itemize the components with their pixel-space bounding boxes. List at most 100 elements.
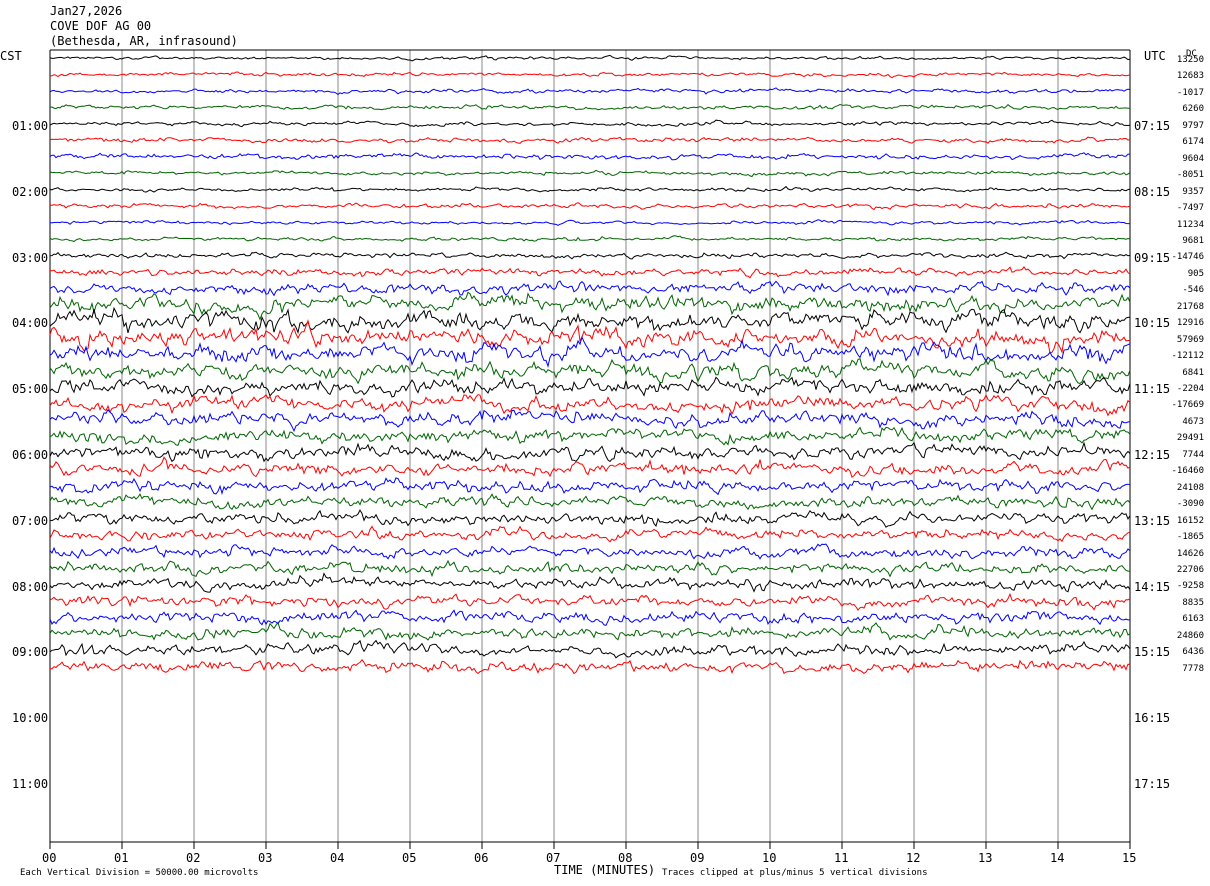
- dc-offset-label: 9797: [1182, 120, 1204, 131]
- left-hour-label: 09:00: [12, 645, 49, 660]
- dc-offset-label: 8835: [1182, 597, 1204, 608]
- dc-offset-label: 9357: [1182, 186, 1204, 197]
- dc-offset-label: -546: [1182, 285, 1204, 296]
- dc-offset-label: 6436: [1182, 647, 1204, 658]
- left-hour-label: 10:00: [12, 711, 49, 726]
- x-tick-label: 00: [42, 851, 57, 865]
- trace-line: [49, 335, 1131, 369]
- dc-offset-label: -17669: [1171, 400, 1204, 411]
- right-hour-label: 07:15: [1134, 119, 1171, 133]
- trace-line: [49, 559, 1130, 578]
- trace-line: [49, 235, 1131, 243]
- trace-line: [49, 266, 1131, 279]
- clipping-note: Traces clipped at plus/minus 5 vertical …: [662, 868, 928, 878]
- header-location: (Bethesda, AR, infrasound): [50, 34, 238, 48]
- time-axis: [49, 842, 1131, 849]
- x-tick-label: 14: [1050, 851, 1065, 865]
- dc-offset-label: 6174: [1182, 137, 1204, 148]
- right-axis-label: UTC: [1144, 49, 1166, 63]
- dc-offset-label: -16460: [1171, 466, 1204, 477]
- trace-line: [49, 54, 1131, 62]
- dc-offset-label: 905: [1187, 268, 1204, 279]
- right-hour-label: 17:15: [1134, 777, 1171, 791]
- left-hour-label: 11:00: [12, 777, 49, 791]
- dc-offset-label: 13250: [1176, 55, 1204, 65]
- dc-offset-label: 24860: [1176, 630, 1204, 641]
- x-tick-label: 04: [330, 851, 345, 865]
- dc-offset-label: 9604: [1182, 153, 1204, 164]
- trace-line: [49, 251, 1131, 260]
- x-tick-label: 15: [1122, 851, 1137, 865]
- x-tick-label: 07: [546, 851, 561, 865]
- x-tick-label: 09: [690, 851, 705, 865]
- right-hour-label: 16:15: [1134, 711, 1171, 726]
- dc-offset-label: 29491: [1176, 433, 1204, 444]
- trace-line: [49, 291, 1131, 321]
- right-hour-label: 08:15: [1134, 184, 1171, 199]
- plot-grid: [49, 49, 1131, 843]
- dc-offset-label: 7778: [1182, 663, 1204, 674]
- trace-line: [49, 103, 1131, 111]
- trace-line: [49, 525, 1131, 543]
- dc-offset-label: 21768: [1176, 301, 1204, 312]
- trace-line: [49, 119, 1131, 128]
- dc-offset-label: -3090: [1176, 499, 1204, 510]
- x-tick-label: 06: [474, 851, 489, 865]
- trace-line: [49, 456, 1131, 478]
- x-tick-label: 02: [186, 851, 201, 865]
- x-tick-label: 01: [114, 851, 129, 865]
- left-hour-label: 02:00: [12, 184, 49, 199]
- dc-offset-label: 57969: [1176, 334, 1204, 345]
- trace-line: [49, 408, 1131, 433]
- dc-offset-label: -1865: [1176, 532, 1204, 543]
- left-hour-label: 08:00: [12, 579, 49, 594]
- dc-offset-label: 14626: [1176, 548, 1204, 559]
- trace-line: [49, 572, 1131, 593]
- trace-line: [49, 658, 1131, 675]
- dc-offset-label: -7497: [1176, 203, 1204, 214]
- left-hour-label: 03:00: [12, 250, 49, 265]
- dc-label: DC: [1186, 49, 1197, 59]
- dc-offset-label: 6260: [1182, 104, 1204, 115]
- dc-offset-label: 12916: [1176, 318, 1204, 329]
- trace-line: [49, 358, 1131, 385]
- trace-line: [49, 441, 1131, 463]
- trace-line: [49, 493, 1131, 511]
- dc-offset-label: 7744: [1182, 449, 1204, 460]
- right-hour-label: 12:15: [1134, 448, 1171, 462]
- trace-line: [49, 543, 1131, 560]
- seismic-traces: [49, 54, 1131, 675]
- dc-offset-label: -12112: [1171, 351, 1204, 362]
- x-tick-label: 05: [402, 851, 417, 865]
- trace-line: [49, 219, 1131, 226]
- left-axis-label: CST: [0, 49, 22, 63]
- trace-line: [49, 71, 1131, 79]
- left-hour-label: 05:00: [12, 382, 49, 397]
- trace-line: [49, 280, 1131, 297]
- x-tick-label: 08: [618, 851, 633, 865]
- trace-line: [49, 609, 1130, 626]
- right-hour-label: 10:15: [1134, 316, 1171, 331]
- trace-line: [49, 87, 1131, 96]
- dc-offset-label: -9258: [1176, 581, 1204, 592]
- trace-line: [49, 202, 1131, 211]
- right-hour-label: 11:15: [1134, 382, 1171, 397]
- dc-offset-label: -2204: [1176, 384, 1204, 394]
- left-hour-label: 04:00: [12, 316, 49, 331]
- x-tick-label: 12: [906, 851, 921, 865]
- trace-line: [49, 376, 1131, 398]
- trace-line: [49, 477, 1131, 496]
- dc-offset-label: 12683: [1176, 71, 1204, 82]
- trace-line: [49, 319, 1130, 354]
- left-hour-label: 07:00: [12, 513, 49, 528]
- dc-offset-label: 6163: [1182, 614, 1204, 625]
- right-hour-label: 15:15: [1134, 645, 1171, 660]
- dc-offset-label: -1017: [1176, 87, 1204, 98]
- trace-line: [49, 621, 1131, 641]
- x-tick-label: 10: [762, 851, 777, 865]
- trace-line: [49, 592, 1131, 611]
- trace-line: [49, 509, 1131, 528]
- header-station: COVE DOF AG 00: [50, 19, 152, 33]
- dc-offset-label: 4673: [1182, 416, 1204, 427]
